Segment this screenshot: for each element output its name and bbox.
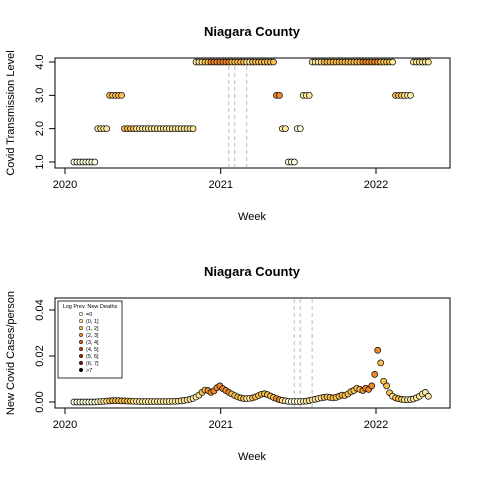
legend-swatch (78, 346, 84, 352)
panel-2-vlines (293, 299, 313, 407)
data-point (380, 377, 388, 385)
panel-1-ylabel: Covid Transmission Level (5, 50, 17, 175)
legend-label: (6, 7] (86, 361, 99, 367)
x-tick-label: 2021 (208, 179, 232, 191)
data-point (296, 125, 304, 133)
y-tick-label: 0.04 (34, 299, 46, 320)
panel-cases: Niagara County 0.00 0.02 0.04 2020 2021 2022… (5, 264, 451, 463)
panel-2-points (70, 346, 432, 406)
legend-swatch (78, 318, 84, 324)
y-tick-label: 2.0 (34, 121, 46, 136)
data-point (290, 158, 298, 166)
panel-2-plot-frame (54, 297, 451, 409)
legend-entries: =0(0, 1](1, 2](2, 3](3, 4](4, 5](5, 6](6… (78, 311, 99, 374)
y-tick-label: 1.0 (34, 154, 46, 169)
panel-2-x-axis: 2020 2021 2022 (53, 408, 388, 431)
legend-swatch (78, 332, 84, 338)
y-tick-label: 3.0 (34, 88, 46, 103)
panel-2-xlabel: Week (238, 451, 266, 463)
data-point (407, 91, 414, 99)
data-point (118, 91, 125, 99)
panel-1-xlabel: Week (238, 211, 266, 223)
legend-swatch (78, 325, 84, 331)
data-point (374, 346, 382, 354)
legend-label: (5, 6] (86, 354, 99, 360)
legend-swatch (78, 360, 84, 366)
data-point (270, 58, 277, 66)
panel-2-y-axis: 0.00 0.02 0.04 (34, 299, 55, 413)
panel-transmission: Niagara County 1.0 2.0 3.0 4.0 2020 2021 2022… (5, 24, 451, 223)
data-point (389, 58, 396, 66)
legend-swatch (78, 339, 84, 345)
data-point (276, 91, 283, 99)
y-tick-label: 4.0 (34, 54, 46, 69)
legend-box (57, 300, 123, 379)
y-tick-label: 0.02 (34, 345, 46, 366)
panel-1-title: Niagara County (204, 24, 301, 39)
legend-label: (3, 4] (86, 340, 99, 346)
data-point (91, 158, 99, 166)
panel-1-x-axis: 2020 2021 2022 (53, 168, 388, 191)
data-point (368, 382, 376, 390)
x-tick-label: 2022 (364, 179, 388, 191)
panel-1-y-axis: 1.0 2.0 3.0 4.0 (34, 54, 55, 170)
data-point (424, 58, 432, 66)
x-tick-label: 2021 (208, 419, 232, 431)
data-point (424, 392, 432, 400)
x-tick-label: 2020 (53, 179, 77, 191)
data-point (103, 125, 111, 133)
panel-1-plot-frame (54, 57, 451, 169)
legend-title: Log Prev. New Deaths (63, 304, 118, 310)
legend-swatch (78, 353, 84, 359)
data-point (371, 371, 379, 378)
legend-swatch (78, 367, 84, 373)
panel-1-points (70, 58, 432, 166)
legend-label: (0, 1] (86, 319, 99, 325)
y-tick-label: 0.00 (34, 391, 46, 412)
legend-label: =0 (86, 312, 92, 318)
x-tick-label: 2020 (53, 419, 77, 431)
legend-label: (1, 2] (86, 326, 99, 332)
panel-1-vlines (228, 59, 248, 167)
data-point (377, 359, 385, 367)
data-point (282, 125, 289, 133)
legend-label: >7 (86, 368, 92, 374)
legend-label: (4, 5] (86, 347, 99, 353)
x-tick-label: 2022 (364, 419, 388, 431)
data-point (189, 125, 197, 133)
data-point (305, 91, 313, 99)
panel-2-ylabel: New Covid Cases/person (5, 291, 17, 415)
legend-swatch (78, 311, 84, 317)
panel-2-title: Niagara County (204, 264, 301, 279)
data-point (383, 382, 390, 390)
legend-label: (2, 3] (86, 333, 99, 339)
legend: Log Prev. New Deaths =0(0, 1](1, 2](2, 3… (57, 300, 123, 379)
